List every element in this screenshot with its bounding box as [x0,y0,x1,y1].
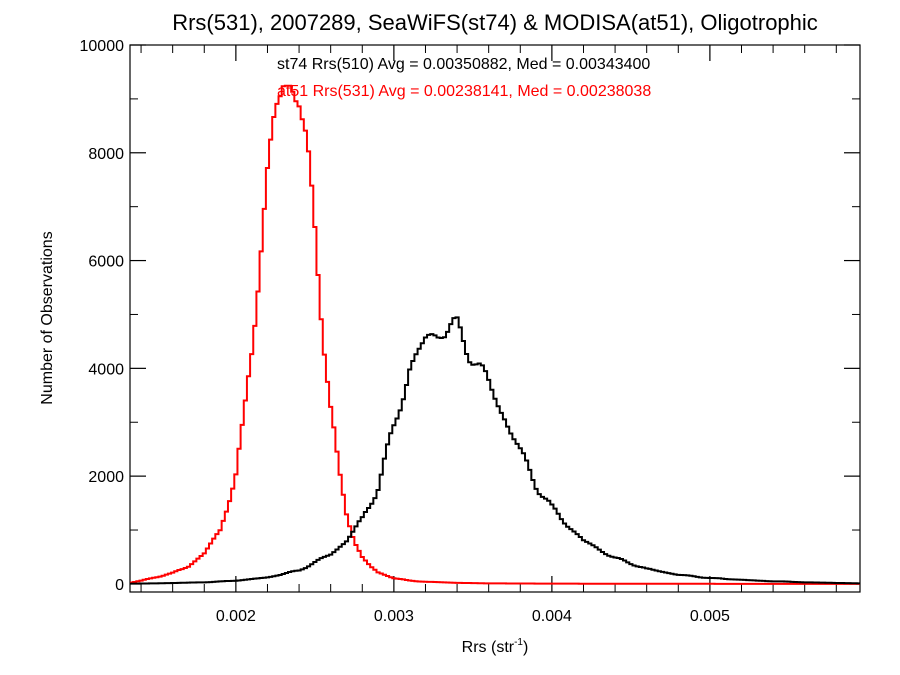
y-axis-label: Number of Observations [39,231,56,404]
x-tick-label: 0.005 [690,608,730,625]
y-tick-label: 4000 [88,361,124,378]
y-tick-label: 10000 [80,38,125,55]
x-axis: 0.002 0.003 0.004 0.005 [140,45,837,625]
y-tick-label: 0 [115,577,124,594]
series-st74-black [130,316,860,585]
x-tick-label: 0.004 [532,608,572,625]
x-axis-label: Rrs (str-1) [462,637,529,656]
y-tick-label: 6000 [88,254,124,271]
series-at51-red [130,84,860,585]
annotation-st74: st74 Rrs(510) Avg = 0.00350882, Med = 0.… [277,56,650,73]
y-axis: 0 2000 4000 6000 8000 10000 [80,38,860,594]
y-tick-label: 8000 [88,146,124,163]
x-tick-label: 0.002 [216,608,256,625]
x-tick-label: 0.003 [374,608,414,625]
chart-title: Rrs(531), 2007289, SeaWiFS(st74) & MODIS… [172,10,818,35]
y-tick-label: 2000 [88,469,124,486]
histogram-series [130,84,860,585]
plot-frame [129,44,861,593]
annotation-at51: at51 Rrs(531) Avg = 0.00238141, Med = 0.… [277,83,651,100]
